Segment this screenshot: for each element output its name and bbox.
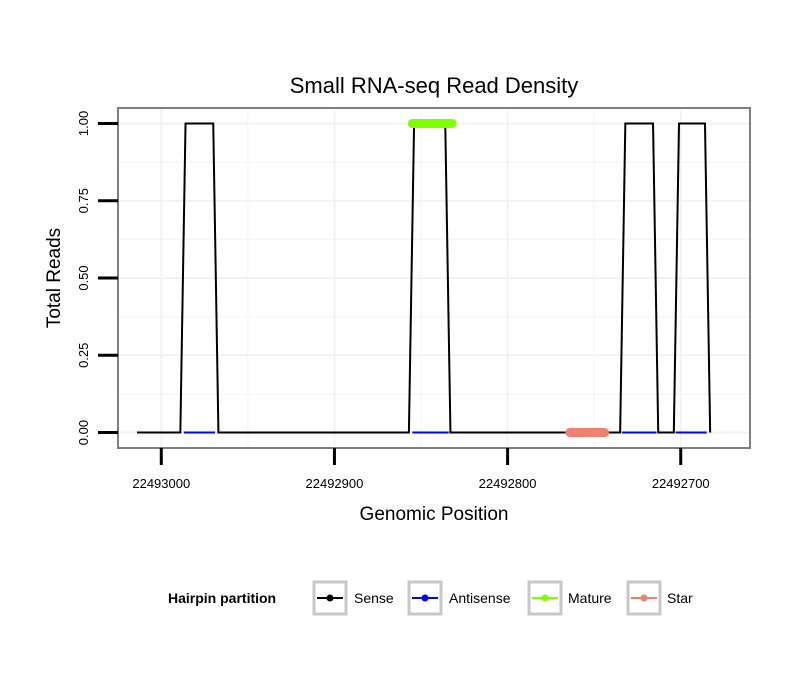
y-axis-ticks: 0.00 0.25 0.50 0.75 1.00	[76, 111, 118, 445]
y-tick-label: 0.50	[76, 265, 91, 290]
y-tick-label: 0.25	[76, 343, 91, 368]
x-tick-label: 22493000	[132, 476, 190, 491]
series-layer	[137, 118, 712, 438]
legend-label-antisense: Antisense	[449, 590, 511, 606]
x-tick-label: 22492800	[479, 476, 537, 491]
x-tick-label: 22492900	[306, 476, 364, 491]
x-axis-ticks: 22493000 22492900 22492800 22492700	[132, 448, 710, 491]
y-tick-label: 0.75	[76, 188, 91, 213]
y-tick-label: 1.00	[76, 111, 91, 136]
legend-title: Hairpin partition	[168, 590, 276, 606]
x-axis-label: Genomic Position	[360, 504, 509, 525]
legend-label-sense: Sense	[354, 590, 394, 606]
legend-key-point	[640, 594, 648, 602]
grid-lines	[118, 108, 750, 448]
legend-label-mature: Mature	[568, 590, 612, 606]
legend-key-point	[421, 594, 429, 602]
legend-key-point	[326, 594, 334, 602]
legend: Hairpin partition Sense Antisense Mature St…	[168, 580, 693, 616]
y-axis-label: Total Reads	[44, 228, 65, 328]
series-line-sense	[137, 122, 712, 434]
legend-key-point	[541, 594, 549, 602]
chart-title: Small RNA-seq Read Density	[290, 73, 579, 98]
legend-label-star: Star	[667, 590, 693, 606]
x-tick-label: 22492700	[652, 476, 710, 491]
y-tick-label: 0.00	[76, 420, 91, 445]
